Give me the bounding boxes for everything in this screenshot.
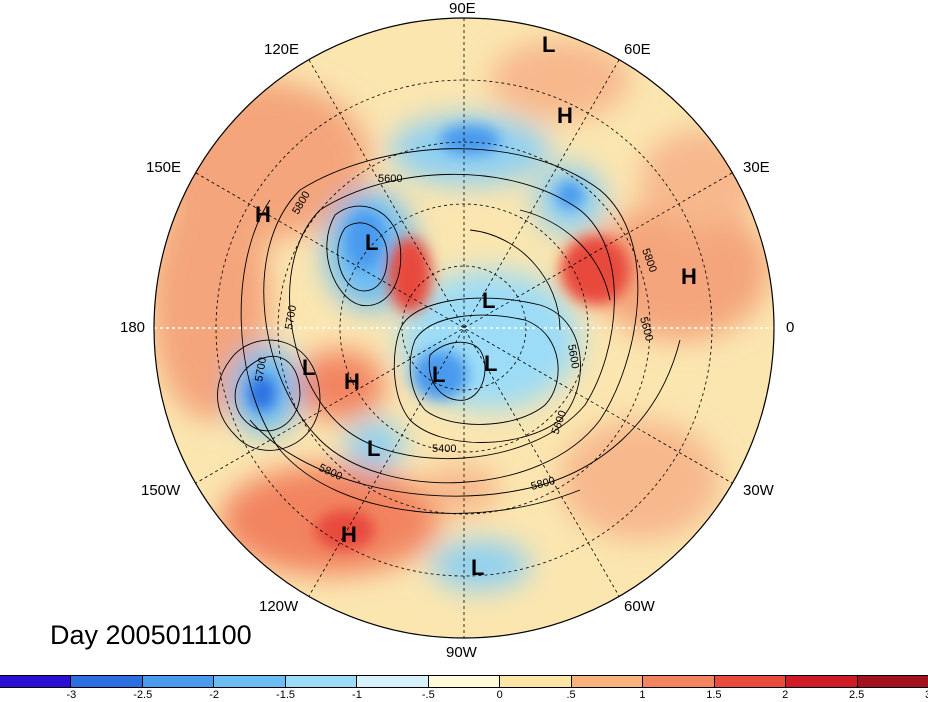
colorbar-tick-label: 2.5 [848,689,865,701]
colorbar [0,675,928,688]
longitude-label-180: 180 [120,319,146,336]
longitude-label-60e: 60E [624,41,651,58]
contour-label: 5700 [283,304,299,330]
height-contours [217,148,681,514]
colorbar-swatch [785,676,857,687]
colorbar-tick-label: 3 [925,689,928,701]
colorbar-swatch [713,676,786,687]
high-pressure-marker: H [681,264,697,289]
longitude-label-90e: 90E [449,0,476,17]
colorbar-tick-label: -.5 [421,689,435,701]
colorbar-tick-labels: -3 -2.5 -2 -1.5 -1 -.5 0 .5 1 1.5 2 2.5 3 [0,689,928,702]
colorbar-tick-label: 0 [496,689,503,701]
longitude-label-150w: 150W [141,482,181,499]
low-pressure-marker: L [482,288,495,313]
longitude-label-60w: 60W [624,598,655,615]
anomaly-field: 5600 5800 5700 5700 5800 5600 5600 5400 … [154,18,774,638]
colorbar-tick-label: 1.5 [706,689,722,701]
colorbar-swatch [570,676,643,687]
date-title: Day 2005011100 [50,620,252,650]
colorbar-swatch [642,676,714,687]
longitude-label-150e: 150E [146,159,182,176]
colorbar-swatch [427,676,500,687]
contour-label: 5400 [432,443,456,455]
longitude-label-120e: 120E [264,41,300,58]
longitude-label-120w: 120W [259,598,299,615]
colorbar-tick-label: -2 [209,689,220,701]
longitude-label-90w: 90W [446,644,477,661]
colorbar-swatch [284,676,357,687]
colorbar-swatch [141,676,214,687]
longitude-label-30e: 30E [743,159,770,176]
contour-label: 5600 [565,343,581,369]
low-pressure-marker: L [542,32,555,57]
low-pressure-marker: L [302,355,315,380]
colorbar-tick-label: 2 [782,689,789,701]
colorbar-swatch [70,676,142,687]
high-pressure-marker: H [341,522,357,547]
contour-label: 5600 [378,173,402,185]
longitude-label-0: 0 [786,319,795,336]
high-pressure-marker: H [557,103,573,128]
longitude-label-30w: 30W [743,482,774,499]
low-pressure-marker: L [484,351,497,376]
colorbar-tick-label: 1 [639,689,646,701]
colorbar-swatch [499,676,571,687]
low-pressure-marker: L [471,555,484,580]
high-pressure-marker: H [344,369,360,394]
graticule [154,18,774,638]
colorbar-tick-label: -3 [66,689,77,701]
low-pressure-marker: L [367,436,380,461]
contour-label: 5700 [253,356,269,382]
colorbar-tick-label: -2.5 [133,689,153,701]
colorbar-tick-label: -1.5 [276,689,296,701]
low-pressure-marker: L [365,230,378,255]
colorbar-swatch [213,676,285,687]
colorbar-swatch [856,676,928,687]
high-pressure-marker: H [255,202,271,227]
colorbar-swatch [0,676,71,687]
pressure-system-markers: L H H L L H L H L L L H L [255,32,697,580]
map-boundary [153,17,775,639]
colorbar-swatch [356,676,428,687]
colorbar-tick-label: .5 [566,689,576,701]
colorbar-tick-label: -1 [352,689,362,701]
low-pressure-marker: L [432,362,445,387]
